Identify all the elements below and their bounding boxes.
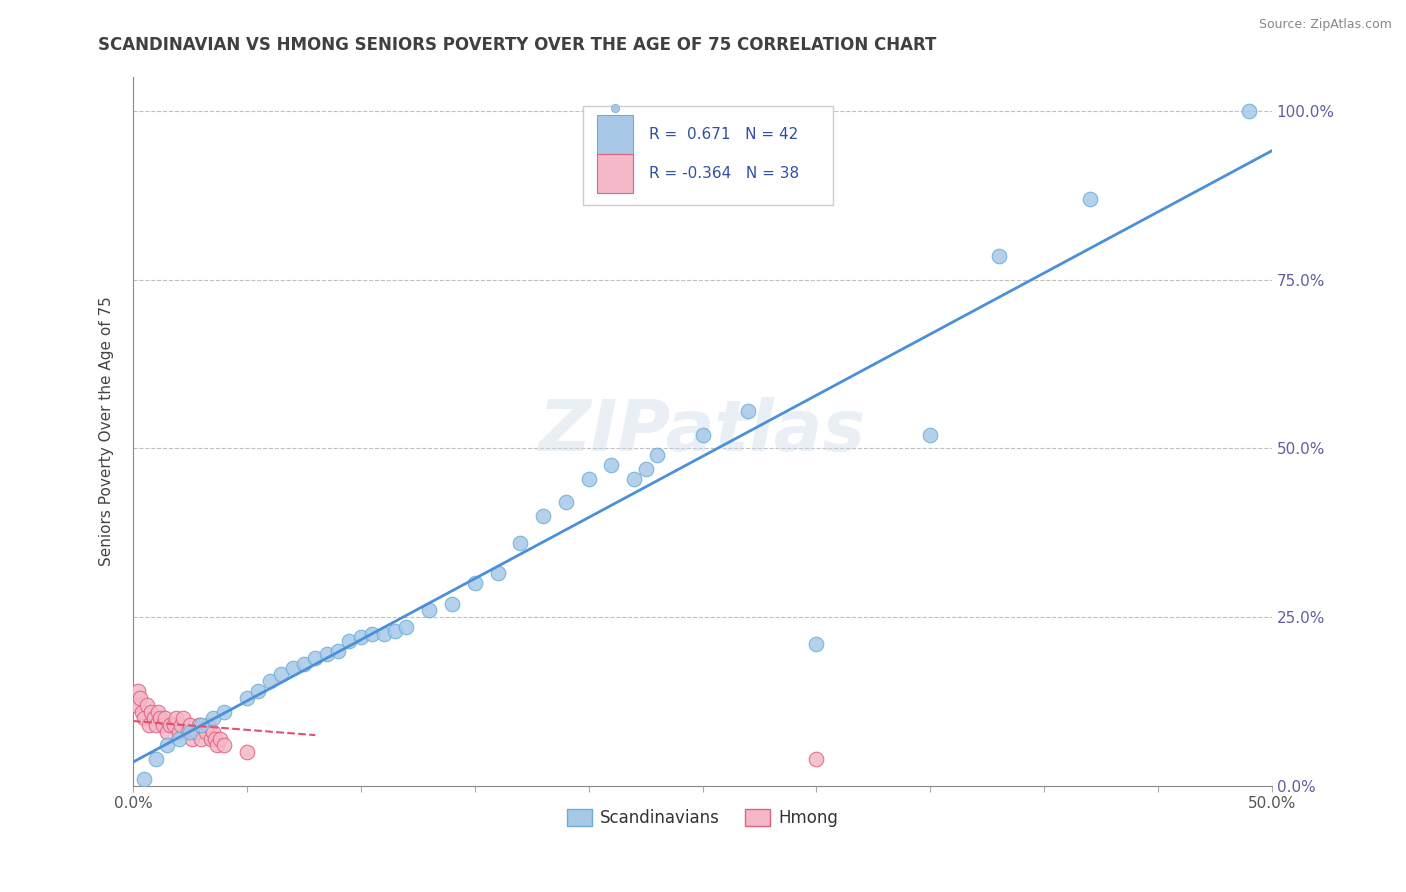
- Point: [167, 731, 190, 746]
- Point: [418, 603, 440, 617]
- Point: [201, 724, 224, 739]
- Point: [170, 718, 193, 732]
- Point: [292, 657, 315, 672]
- Point: [384, 624, 406, 638]
- Point: [236, 691, 259, 706]
- Point: [134, 711, 156, 725]
- Point: [1078, 192, 1101, 206]
- Point: [350, 631, 373, 645]
- Point: [146, 705, 169, 719]
- Point: [186, 724, 208, 739]
- Point: [600, 458, 623, 473]
- Point: [737, 404, 759, 418]
- Point: [247, 684, 270, 698]
- Point: [190, 718, 212, 732]
- Point: [127, 684, 149, 698]
- Point: [270, 667, 292, 681]
- Point: [145, 752, 167, 766]
- Point: [197, 718, 219, 732]
- Point: [509, 536, 531, 550]
- Point: [149, 711, 172, 725]
- Point: [554, 495, 576, 509]
- Point: [152, 718, 174, 732]
- Point: [200, 731, 222, 746]
- Point: [692, 428, 714, 442]
- Point: [183, 724, 205, 739]
- Point: [806, 637, 828, 651]
- Point: [190, 731, 212, 746]
- Point: [373, 627, 395, 641]
- Point: [259, 674, 281, 689]
- Point: [339, 633, 361, 648]
- Point: [165, 711, 187, 725]
- Point: [212, 739, 235, 753]
- Point: [645, 448, 668, 462]
- Point: [361, 627, 384, 641]
- Point: [315, 647, 337, 661]
- Point: [806, 752, 828, 766]
- Point: [208, 731, 231, 746]
- Point: [167, 724, 190, 739]
- Point: [141, 705, 163, 719]
- Bar: [596, 153, 633, 193]
- Point: [138, 718, 160, 732]
- Point: [987, 249, 1010, 263]
- Point: [159, 718, 181, 732]
- Point: [195, 724, 218, 739]
- Point: [486, 566, 509, 581]
- Point: [201, 711, 224, 725]
- Point: [531, 508, 554, 523]
- Point: [204, 731, 226, 746]
- Point: [153, 711, 176, 725]
- Point: [920, 428, 942, 442]
- Legend: Scandinavians, Hmong: Scandinavians, Hmong: [560, 803, 845, 834]
- Point: [172, 711, 194, 725]
- Text: R =  0.671   N = 42: R = 0.671 N = 42: [650, 127, 799, 142]
- Point: [281, 661, 304, 675]
- Point: [129, 691, 152, 706]
- Point: [181, 731, 204, 746]
- Point: [156, 739, 179, 753]
- Point: [177, 724, 200, 739]
- Y-axis label: Seniors Poverty Over the Age of 75: Seniors Poverty Over the Age of 75: [100, 297, 114, 566]
- Point: [179, 724, 201, 739]
- Point: [326, 644, 349, 658]
- Text: R = -0.364   N = 38: R = -0.364 N = 38: [650, 166, 799, 180]
- Point: [464, 576, 486, 591]
- Point: [440, 597, 463, 611]
- Point: [236, 745, 259, 759]
- Point: [623, 472, 645, 486]
- Point: [395, 620, 418, 634]
- Point: [156, 724, 179, 739]
- Point: [134, 772, 156, 786]
- Point: [122, 698, 145, 712]
- Point: [142, 711, 165, 725]
- Point: [131, 705, 153, 719]
- Text: Source: ZipAtlas.com: Source: ZipAtlas.com: [1258, 18, 1392, 31]
- Text: ZIPatlas: ZIPatlas: [538, 397, 866, 467]
- Point: [634, 461, 657, 475]
- Point: [207, 739, 229, 753]
- Point: [188, 718, 211, 732]
- Point: [212, 705, 235, 719]
- Text: SCANDINAVIAN VS HMONG SENIORS POVERTY OVER THE AGE OF 75 CORRELATION CHART: SCANDINAVIAN VS HMONG SENIORS POVERTY OV…: [98, 36, 936, 54]
- Point: [179, 718, 201, 732]
- FancyBboxPatch shape: [583, 106, 834, 205]
- Point: [304, 650, 326, 665]
- Point: [1237, 104, 1260, 119]
- Point: [145, 718, 167, 732]
- Point: [135, 698, 157, 712]
- Point: [163, 718, 186, 732]
- Point: [578, 472, 600, 486]
- Bar: [596, 115, 633, 153]
